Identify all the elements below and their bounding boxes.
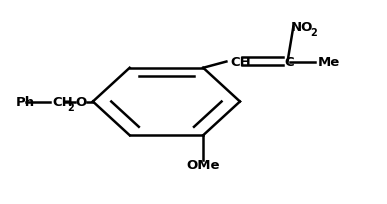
Text: OMe: OMe [187,158,220,171]
Text: 2: 2 [310,28,317,38]
Text: NO: NO [290,21,313,34]
Text: 2: 2 [68,103,74,113]
Text: O: O [75,95,87,109]
Text: CH: CH [52,95,73,109]
Text: C: C [284,56,294,69]
Text: Me: Me [317,56,339,69]
Text: Ph: Ph [15,95,34,109]
Text: CH: CH [230,56,251,69]
